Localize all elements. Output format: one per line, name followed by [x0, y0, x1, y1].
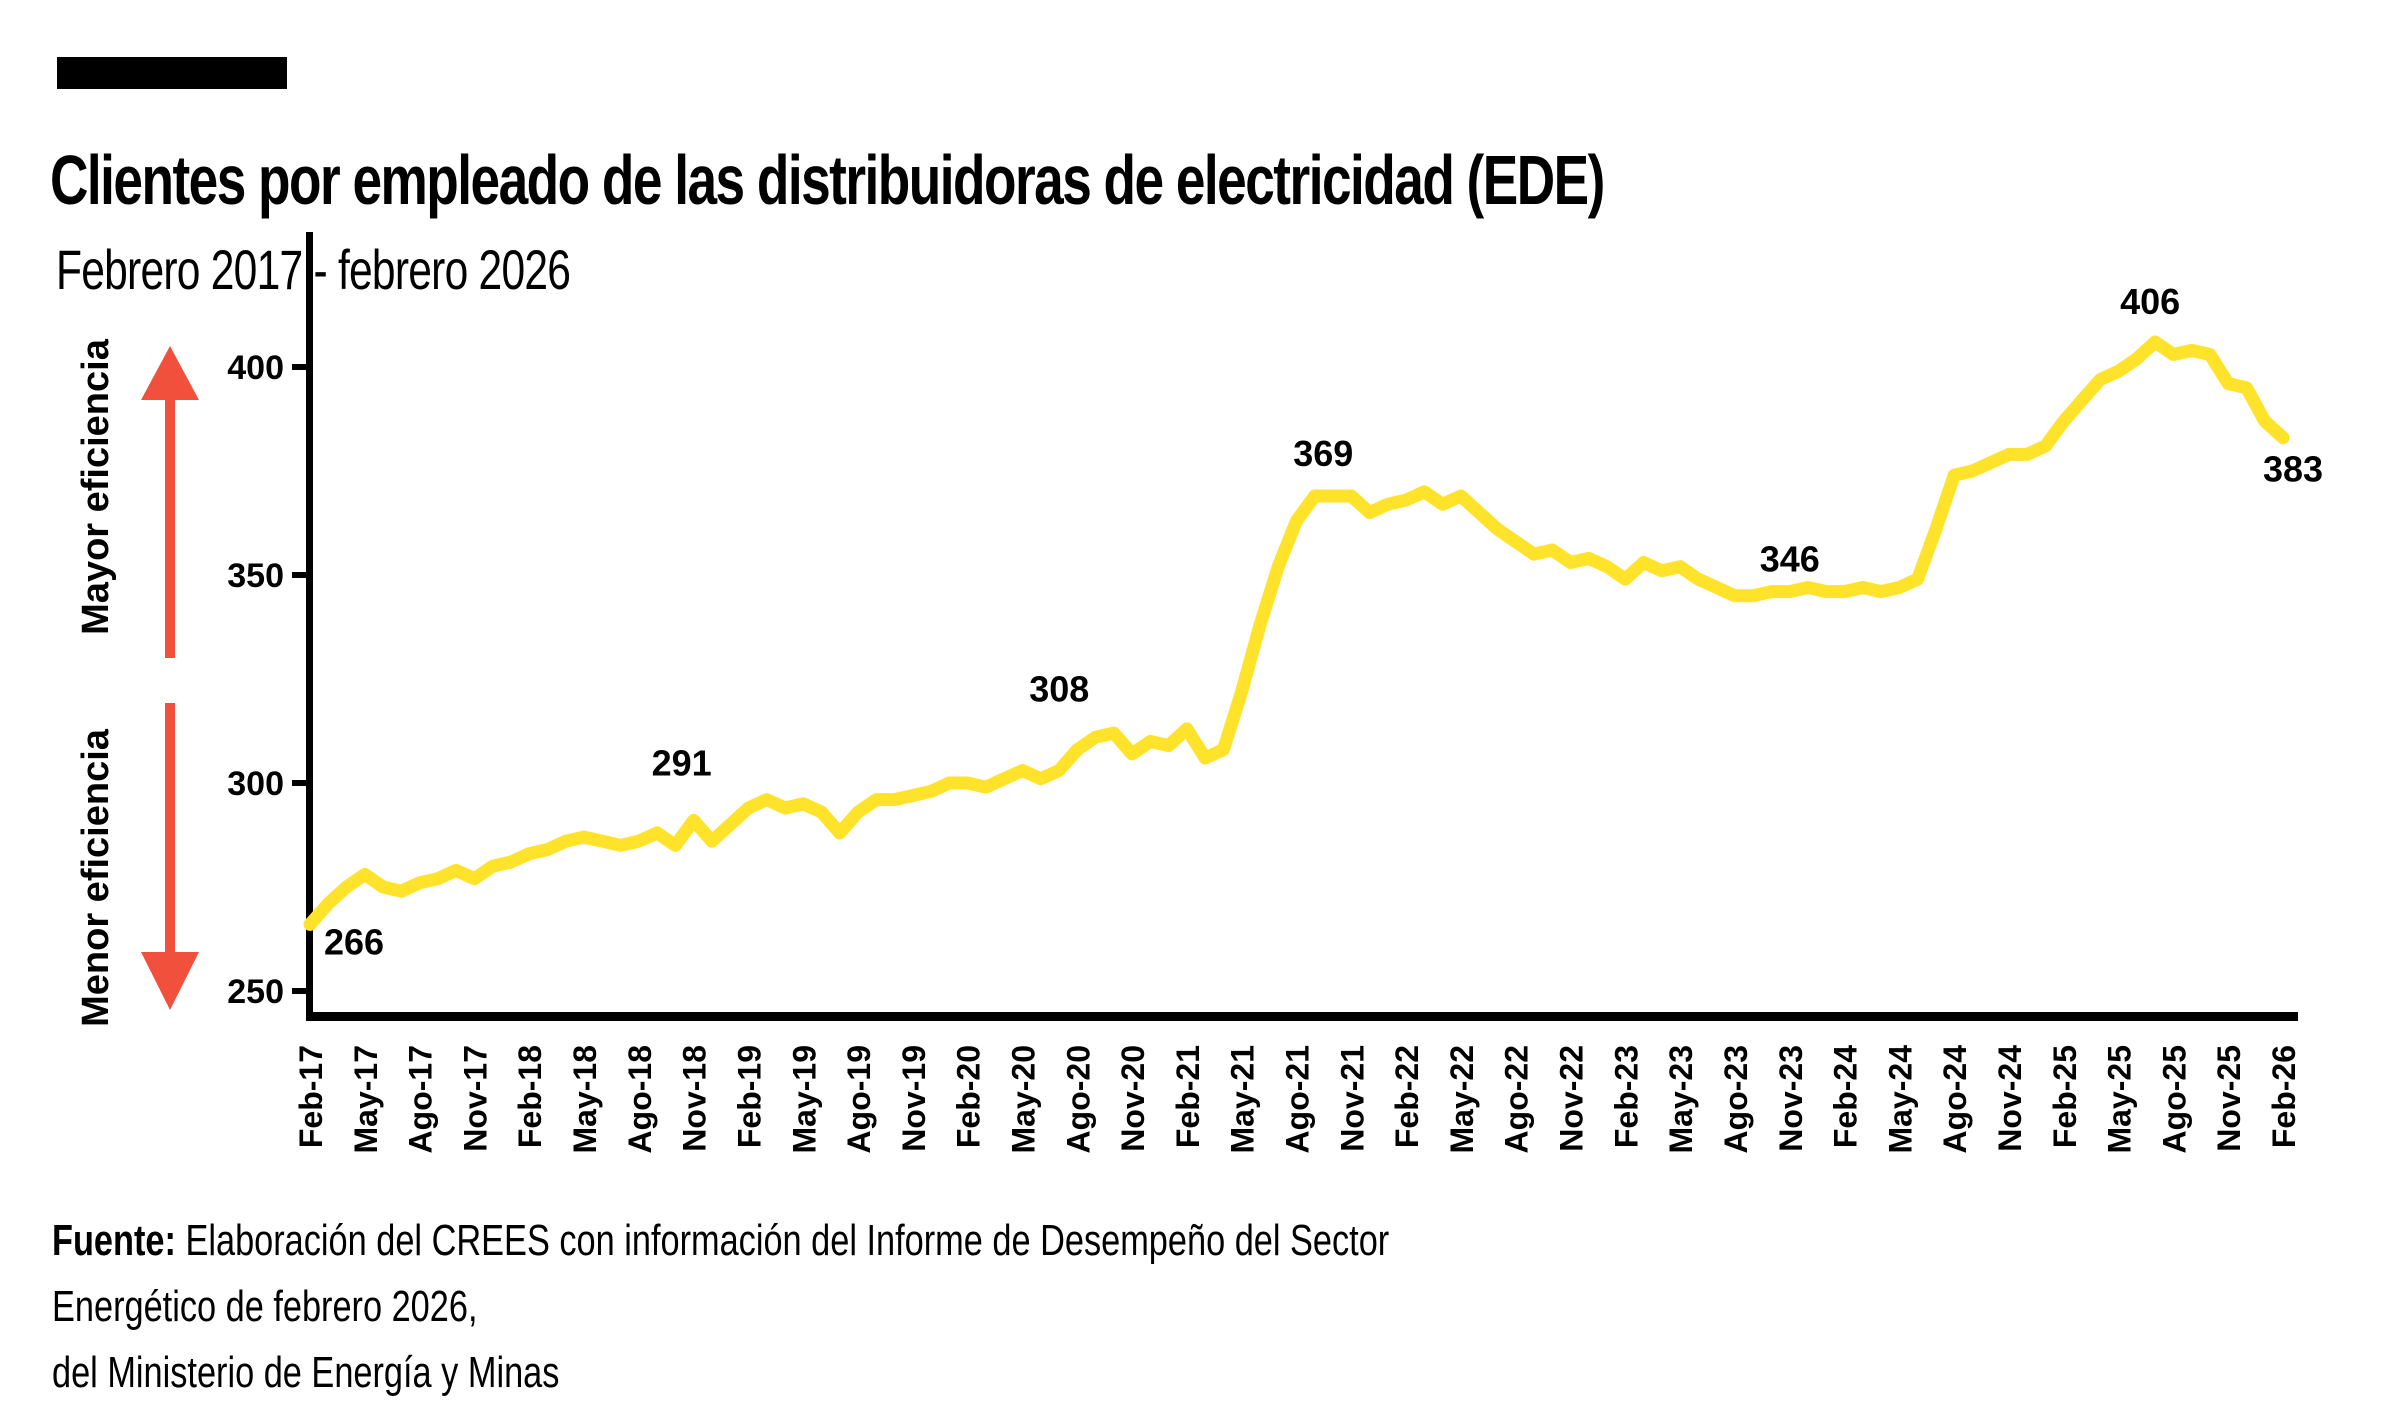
x-tick-label: May-17 [348, 1045, 384, 1154]
x-tick-label: Ago-20 [1060, 1045, 1096, 1153]
up-arrow-stem [165, 396, 175, 658]
x-tick-label: Nov-24 [1992, 1045, 2028, 1152]
page-subtitle: Febrero 2017 - febrero 2026 [56, 238, 571, 302]
x-tick-label: Ago-24 [1937, 1045, 1973, 1154]
x-tick-label: Ago-25 [2156, 1045, 2192, 1153]
x-tick-label: Ago-21 [1280, 1045, 1316, 1153]
y-tick-label: 250 [227, 973, 284, 1011]
data-label-406: 406 [2120, 281, 2180, 322]
x-tick-label: Ago-22 [1499, 1045, 1535, 1153]
x-tick-label: Feb-24 [1828, 1045, 1864, 1148]
x-tick-label: May-22 [1444, 1045, 1480, 1154]
x-tick-label: Nov-19 [896, 1045, 932, 1152]
data-label-291: 291 [652, 742, 712, 783]
y-tick [292, 988, 306, 994]
y-tick [292, 780, 306, 786]
x-axis-line [306, 1012, 2298, 1021]
x-tick-label: May-23 [1663, 1045, 1699, 1154]
kicker-bar [57, 57, 287, 89]
down-arrow-stem [165, 703, 175, 956]
x-tick-label: Feb-26 [2266, 1045, 2302, 1148]
menor-eficiencia-label: Menor eficiencia [75, 728, 117, 1027]
data-label-308: 308 [1029, 669, 1089, 710]
clients-per-employee-line-chart: 250 300 350 400 Feb-17 May-17 Ago-17 Nov-17 Feb-… [75, 232, 2323, 1154]
x-tick-label: Ago-19 [841, 1045, 877, 1153]
data-label-383: 383 [2263, 449, 2323, 490]
x-tick-label: Nov-22 [1554, 1045, 1590, 1152]
x-tick-label: May-21 [1225, 1045, 1261, 1154]
x-tick-label: May-24 [1882, 1045, 1918, 1154]
y-tick-label: 300 [227, 765, 284, 803]
x-tick-label: Feb-25 [2047, 1045, 2083, 1148]
x-tick-label: Feb-22 [1389, 1045, 1425, 1148]
up-arrow-head [141, 346, 199, 400]
efficiency-line [303, 335, 2290, 931]
x-tick-label: May-25 [2102, 1045, 2138, 1154]
x-tick-label: Feb-20 [951, 1045, 987, 1148]
x-tick-label: Nov-20 [1115, 1045, 1151, 1152]
infographic-page: { "header": { "kicker_bar_color": "#0000… [50, 57, 2324, 1397]
x-tick-label: May-20 [1005, 1045, 1041, 1154]
x-tick-label: Feb-17 [293, 1045, 329, 1148]
y-tick-label: 400 [227, 349, 284, 387]
x-tick-label: Ago-17 [403, 1045, 439, 1153]
x-tick-label: Nov-21 [1334, 1045, 1370, 1152]
source-line-2: del Ministerio de Energía y Minas [52, 1348, 560, 1397]
data-label-346: 346 [1760, 539, 1820, 580]
mayor-eficiencia-label: Mayor eficiencia [75, 338, 117, 635]
x-tick-label: Feb-19 [731, 1045, 767, 1148]
page-title: Clientes por empleado de las distribuido… [50, 140, 1605, 219]
source-note: Fuente: Elaboración del CREES con inform… [52, 1208, 1534, 1406]
x-tick-label: Ago-18 [622, 1045, 658, 1153]
source-label: Fuente: [52, 1216, 176, 1265]
x-tick-label: Nov-18 [677, 1045, 713, 1152]
y-axis-spine [306, 232, 313, 1021]
source-line-1: Fuente: Elaboración del CREES con inform… [52, 1208, 1534, 1340]
x-tick-label: May-18 [567, 1045, 603, 1154]
x-tick-label: Ago-23 [1718, 1045, 1754, 1153]
x-tick-label: Nov-23 [1773, 1045, 1809, 1152]
y-tick [292, 572, 306, 578]
x-tick-label: Nov-25 [2211, 1045, 2247, 1152]
x-tick-label: Nov-17 [457, 1045, 493, 1152]
data-label-266: 266 [324, 921, 384, 962]
data-label-369: 369 [1293, 433, 1353, 474]
y-tick-label: 350 [227, 557, 284, 595]
down-arrow-head [141, 952, 199, 1010]
x-tick-label: Feb-21 [1170, 1045, 1206, 1148]
x-tick-label: May-19 [786, 1045, 822, 1154]
source-text: Elaboración del CREES con información de… [52, 1216, 1390, 1331]
x-tick-label: Feb-18 [512, 1045, 548, 1148]
y-tick [292, 364, 306, 370]
x-tick-label: Feb-23 [1608, 1045, 1644, 1148]
